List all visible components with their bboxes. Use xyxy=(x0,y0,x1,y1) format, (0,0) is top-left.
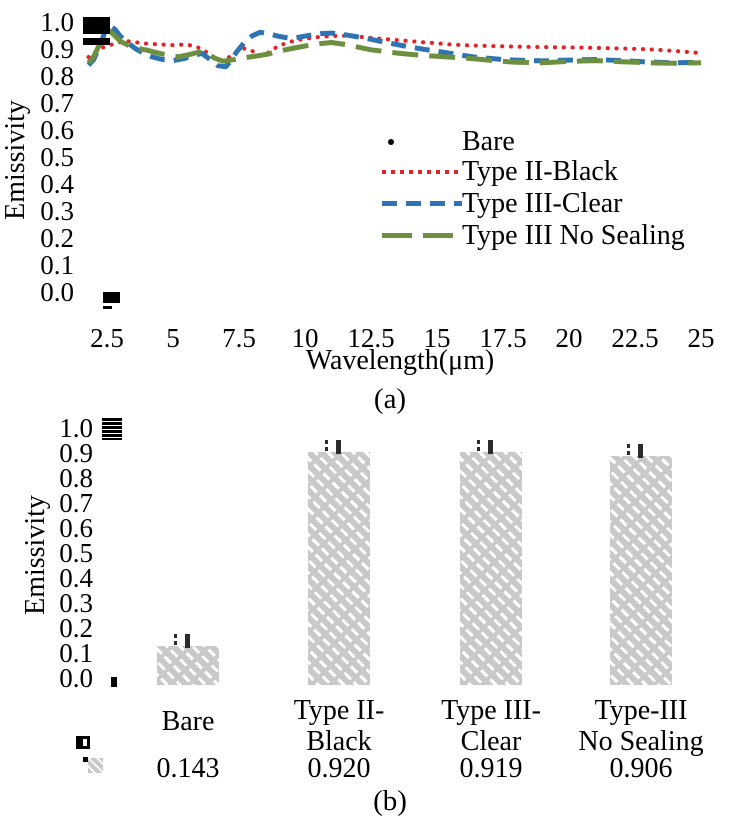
legend-label: Bare xyxy=(462,126,515,157)
bar-value-label: 0.919 xyxy=(459,753,523,784)
bar-category-line: Type-III xyxy=(594,695,688,726)
bar-type-iii-clear xyxy=(460,452,522,685)
error-bar-dot xyxy=(325,440,328,444)
legend-label: Type III No Sealing xyxy=(462,220,685,251)
ytick-label: 0.1 xyxy=(40,250,74,280)
xtick-label: 7.5 xyxy=(222,323,256,353)
ytick-label: 0.7 xyxy=(59,488,93,518)
error-bar-dot xyxy=(477,440,480,444)
ytick-label: 0.8 xyxy=(40,61,74,91)
ytick-label: 1.0 xyxy=(40,7,74,37)
bare-marker-cluster-high-2 xyxy=(83,38,110,45)
legend-swatch-dashed xyxy=(382,201,462,206)
error-bar-dot xyxy=(174,641,177,645)
xtick-label: 22.5 xyxy=(611,323,659,353)
error-bar xyxy=(638,444,643,458)
ytick-label: 0.8 xyxy=(59,463,93,493)
ytick-label: 0.3 xyxy=(59,588,93,618)
marker-artifact-hatch-square xyxy=(88,758,103,773)
bare-marker-dash-low xyxy=(103,306,112,309)
ytick-label: 0.2 xyxy=(40,223,74,253)
bar-category-line: Bare xyxy=(161,706,215,737)
curve-type-iii-no-sealing xyxy=(86,28,702,66)
bare-marker-cluster-high xyxy=(83,17,110,34)
marker-artifact-inner xyxy=(79,739,83,746)
legend-swatch-scatter-square xyxy=(388,139,394,145)
error-bar-dot xyxy=(174,634,177,638)
bare-marker-cluster-top xyxy=(102,418,122,440)
xtick-label: 12.5 xyxy=(347,323,395,353)
error-bar xyxy=(336,440,341,454)
marker-artifact-outlined-square xyxy=(76,736,90,749)
bar-bare xyxy=(157,646,219,685)
bar-category-label: Type II- Black xyxy=(251,695,427,757)
bar-category-label: Type-III No Sealing xyxy=(553,695,729,757)
ytick-label: 0.7 xyxy=(40,88,74,118)
bar-category-line: Type II- xyxy=(293,695,385,726)
xtick-label: 20 xyxy=(555,323,583,353)
bar-value-label: 0.920 xyxy=(307,753,371,784)
bare-marker-cluster-low xyxy=(103,292,120,303)
marker-artifact-zero xyxy=(111,677,117,687)
legend-swatch-dotted xyxy=(382,170,462,174)
ytick-label: 0.2 xyxy=(59,613,93,643)
ytick-label: 0.5 xyxy=(40,142,74,172)
bar-category-line: Black xyxy=(306,726,372,757)
ytick-label: 0.3 xyxy=(40,196,74,226)
xtick-label: 2.5 xyxy=(90,323,124,353)
ytick-label: 0.6 xyxy=(40,115,74,145)
marker-artifact-dot xyxy=(83,757,88,762)
bar-category-label: Bare xyxy=(100,706,276,737)
error-bar-dot xyxy=(477,447,480,451)
ytick-label: 0.6 xyxy=(59,513,93,543)
chart-a-plot-area xyxy=(86,23,703,70)
xtick-label: 10 xyxy=(291,323,319,353)
ytick-label: 0.9 xyxy=(40,34,74,64)
error-bar-dot xyxy=(627,444,630,448)
ytick-label: 0.0 xyxy=(40,277,74,307)
bar-category-line: Type III- xyxy=(441,695,541,726)
ytick-label: 1.0 xyxy=(59,413,93,443)
xtick-label: 17.5 xyxy=(479,323,527,353)
ytick-label: 0.4 xyxy=(40,169,74,199)
ytick-label: 0.0 xyxy=(59,663,93,693)
error-bar xyxy=(488,440,493,454)
ytick-label: 0.1 xyxy=(59,638,93,668)
legend-label: Type II-Black xyxy=(462,156,618,187)
xtick-label: 25 xyxy=(687,323,715,353)
error-bar xyxy=(185,634,190,648)
bar-category-line: Clear xyxy=(460,726,522,757)
error-bar-dot xyxy=(325,447,328,451)
chart-a-x-axis-title: Wavelength(μm) xyxy=(305,345,495,376)
curve-type-ii-black xyxy=(86,33,703,63)
legend-label: Type III-Clear xyxy=(462,188,623,219)
legend-swatch-long-dash xyxy=(382,233,462,238)
panel-a-label: (a) xyxy=(373,383,407,415)
ytick-label: 0.9 xyxy=(59,438,93,468)
ytick-label: 0.4 xyxy=(59,563,93,593)
bar-value-label: 0.143 xyxy=(156,753,220,784)
bar-category-line: No Sealing xyxy=(578,726,704,757)
panel-b-label: (b) xyxy=(373,785,407,817)
error-bar-dot xyxy=(627,451,630,455)
bar-type-iii-no-sealing xyxy=(610,456,672,685)
ytick-label: 0.5 xyxy=(59,538,93,568)
xtick-label: 5 xyxy=(166,323,180,353)
xtick-label: 15 xyxy=(423,323,451,353)
bar-category-label: Type III- Clear xyxy=(403,695,579,757)
bar-value-label: 0.906 xyxy=(609,753,673,784)
bar-type-ii-black xyxy=(308,452,370,685)
